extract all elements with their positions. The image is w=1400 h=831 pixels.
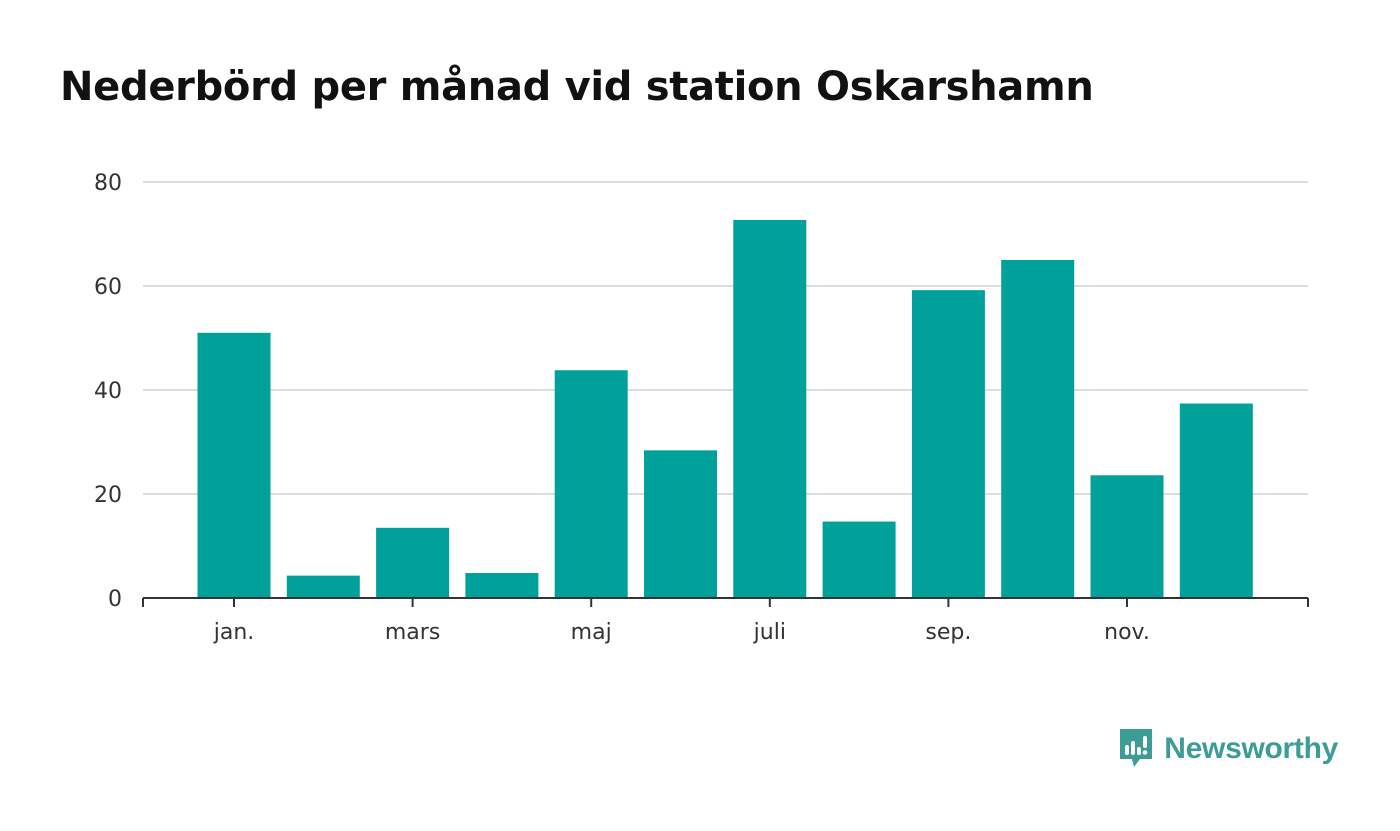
bar-feb — [286, 575, 360, 598]
bar-juli — [733, 219, 807, 598]
bars — [197, 219, 1253, 598]
bar-maj — [554, 370, 628, 598]
y-tick-label: 80 — [94, 171, 122, 196]
y-tick-label: 40 — [94, 379, 122, 404]
newsworthy-logo: Newsworthy — [1118, 727, 1338, 771]
bar-nov — [1090, 475, 1164, 598]
bar-apr — [465, 573, 539, 598]
bar-sep — [911, 290, 985, 598]
bar-chart: 0 20 40 60 80 jan. mars maj juli sep. nov. — [94, 171, 1309, 645]
gridlines — [143, 181, 1308, 495]
axes — [142, 597, 1309, 607]
bar-juni — [644, 450, 717, 598]
brand-name: Newsworthy — [1164, 732, 1338, 765]
bar-mars — [376, 527, 450, 598]
x-tick-label: nov. — [1104, 620, 1150, 645]
bar-okt — [1001, 260, 1075, 598]
bar-jan — [197, 332, 271, 598]
x-tick-label: sep. — [925, 620, 971, 645]
tick-labels: 0 20 40 60 80 jan. mars maj juli sep. nov. — [94, 171, 1150, 645]
y-tick-label: 0 — [108, 587, 122, 612]
x-tick-label: jan. — [213, 620, 255, 645]
x-tick-label: maj — [571, 620, 612, 645]
newsworthy-logo-icon — [1120, 729, 1153, 767]
bar-dec — [1179, 403, 1253, 598]
chart-title: Nederbörd per månad vid station Oskarsha… — [60, 64, 1094, 110]
y-tick-label: 60 — [94, 275, 122, 300]
x-tick-label: juli — [753, 620, 786, 645]
y-tick-label: 20 — [94, 483, 122, 508]
bar-aug — [822, 521, 896, 598]
x-tick-label: mars — [385, 620, 440, 645]
